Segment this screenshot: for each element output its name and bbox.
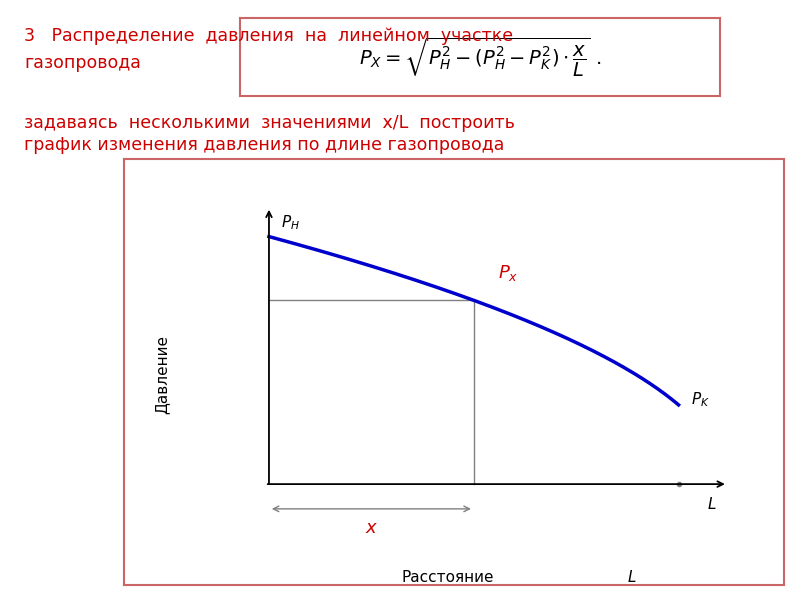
Text: $P_K$: $P_K$	[691, 391, 710, 409]
Text: $P_H$: $P_H$	[282, 213, 300, 232]
Text: $P_X = \sqrt{P_H^2-(P_H^2-P_K^2)\cdot\dfrac{x}{L}}$ .: $P_X = \sqrt{P_H^2-(P_H^2-P_K^2)\cdot\df…	[359, 35, 601, 79]
Text: график изменения давления по длине газопровода: график изменения давления по длине газоп…	[24, 136, 504, 154]
Text: Давление: Давление	[154, 335, 169, 415]
Text: $L$: $L$	[706, 496, 716, 512]
Text: $x$: $x$	[365, 519, 378, 537]
Text: задаваясь  несколькими  значениями  x/L  построить: задаваясь несколькими значениями x/L пос…	[24, 114, 515, 132]
Text: $L$: $L$	[627, 569, 637, 585]
Text: газопровода: газопровода	[24, 54, 141, 72]
Text: Расстояние: Расстояние	[402, 570, 494, 584]
Text: 3   Распределение  давления  на  линейном  участке: 3 Распределение давления на линейном уча…	[24, 27, 513, 45]
Text: $P_x$: $P_x$	[498, 263, 518, 283]
